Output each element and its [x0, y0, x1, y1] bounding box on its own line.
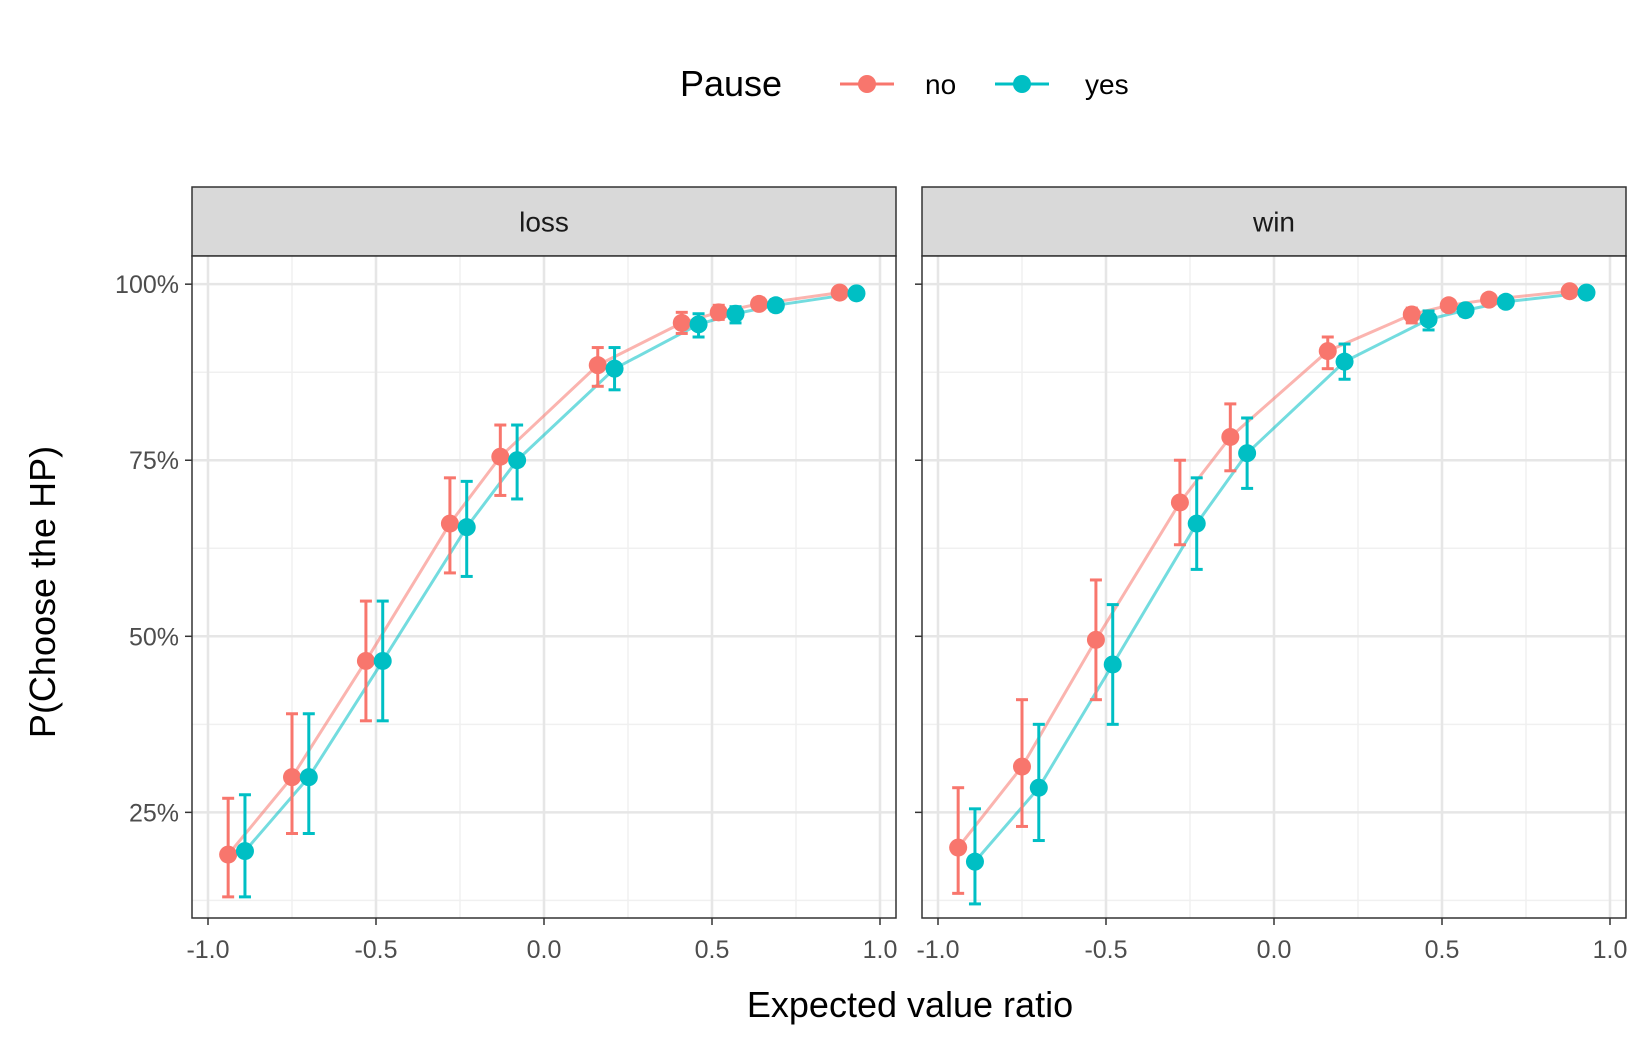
- data-point-no: [1086, 630, 1105, 649]
- x-tick-label: 0.5: [1425, 936, 1460, 964]
- y-tick-label: 50%: [129, 623, 179, 651]
- legend-label-yes: yes: [1085, 69, 1129, 100]
- data-point-yes: [1419, 310, 1438, 329]
- data-point-no: [588, 356, 607, 375]
- data-point-yes: [1335, 352, 1354, 371]
- y-tick-label: 75%: [129, 447, 179, 475]
- x-tick-label: 1.0: [863, 936, 898, 964]
- data-point-no: [1560, 282, 1579, 301]
- data-point-no: [1439, 296, 1458, 315]
- data-point-yes: [1577, 283, 1596, 302]
- data-point-no: [949, 838, 968, 857]
- x-tick-label: 0.0: [527, 936, 562, 964]
- data-point-yes: [457, 518, 476, 537]
- data-point-no: [1170, 493, 1189, 512]
- data-point-yes: [689, 315, 708, 334]
- data-point-no: [356, 651, 375, 670]
- x-axis-title: Expected value ratio: [747, 984, 1073, 1025]
- panels: loss -1.0 -0.5 0.0 0.5 1.0 25% 50% 75% 100% win -1.…: [115, 186, 1628, 964]
- data-point-yes: [847, 284, 866, 303]
- facet-strip: [191, 186, 897, 257]
- data-point-yes: [1187, 514, 1206, 533]
- data-point-no: [219, 845, 238, 864]
- data-point-no: [491, 447, 510, 466]
- data-point-yes: [508, 451, 527, 470]
- legend: Pause no yes: [680, 63, 1129, 104]
- data-point-no: [1318, 342, 1337, 361]
- data-point-no: [709, 303, 728, 322]
- data-point-yes: [965, 852, 984, 871]
- panel-win: win -1.0 -0.5 0.0 0.5 1.0: [915, 186, 1628, 964]
- legend-label-no: no: [925, 69, 956, 100]
- x-tick-label: -1.0: [916, 936, 959, 964]
- x-tick-label: 1.0: [1593, 936, 1628, 964]
- x-tick-label: 0.0: [1257, 936, 1292, 964]
- x-tick-label: 0.5: [695, 936, 730, 964]
- x-tick-label: -0.5: [354, 936, 397, 964]
- y-tick-label: 25%: [129, 799, 179, 827]
- data-point-no: [440, 514, 459, 533]
- legend-title: Pause: [680, 63, 782, 104]
- data-point-no: [750, 294, 769, 313]
- data-point-yes: [726, 304, 745, 323]
- x-tick-label: -1.0: [186, 936, 229, 964]
- data-point-no: [1480, 290, 1499, 309]
- data-point-no: [283, 768, 301, 787]
- data-point-yes: [299, 768, 318, 787]
- facet-label-win: win: [1252, 207, 1295, 238]
- data-point-no: [1013, 757, 1031, 776]
- data-point-no: [1221, 427, 1240, 446]
- data-point-yes: [1456, 301, 1475, 320]
- x-tick-label: -0.5: [1084, 936, 1127, 964]
- panel-loss: loss -1.0 -0.5 0.0 0.5 1.0 25% 50% 75% 100%: [115, 186, 898, 964]
- legend-key-no-point: [858, 75, 876, 93]
- data-point-yes: [1238, 444, 1257, 463]
- data-point-yes: [1496, 292, 1515, 311]
- legend-key-yes-point: [1013, 75, 1031, 93]
- data-point-yes: [373, 651, 392, 670]
- data-point-yes: [766, 296, 785, 315]
- data-point-no: [1402, 305, 1421, 324]
- data-point-yes: [1029, 778, 1048, 797]
- data-point-yes: [1103, 655, 1122, 674]
- y-axis-title: P(Choose the HP): [22, 446, 63, 738]
- facet-label-loss: loss: [519, 207, 569, 238]
- data-point-yes: [605, 359, 624, 378]
- y-tick-label: 100%: [115, 271, 179, 299]
- data-point-yes: [235, 842, 254, 861]
- data-point-no: [830, 283, 849, 302]
- data-point-no: [672, 313, 691, 332]
